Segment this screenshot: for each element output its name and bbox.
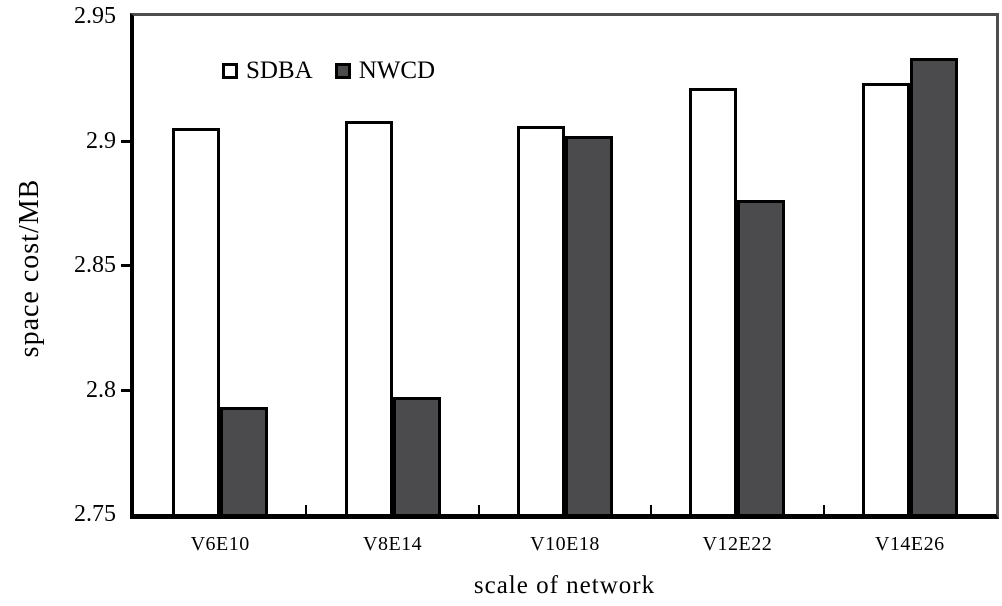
plot-area [130,13,999,519]
legend-label-nwcd: NWCD [358,57,436,84]
x-axis-tick [650,505,653,514]
y-axis-tick [121,139,130,143]
x-axis-category-label: V12E22 [702,533,773,555]
y-axis-tick-label: 2.9 [86,127,116,154]
x-axis-tick [477,505,480,514]
legend-item-nwcd: NWCD [334,57,436,85]
bar-sdba-v8e14 [344,120,393,514]
x-axis-title: scale of network [473,572,656,599]
x-axis-tick [822,505,825,514]
legend-swatch-sdba [222,63,238,79]
y-axis-tick-label: 2.75 [74,501,116,527]
bar-sdba-v10e18 [517,125,565,514]
bar-nwcd-v8e14 [392,396,441,514]
x-axis-category-label: V6E10 [190,533,250,555]
y-axis-tick-label: 2.8 [86,376,116,403]
legend-item-sdba: SDBA [222,57,313,85]
bar-nwcd-v10e18 [565,135,613,514]
bar-sdba-v12e22 [689,88,738,514]
y-axis-tick-label: 2.95 [74,3,116,29]
bar-sdba-v14e26 [861,83,910,514]
bar-nwcd-v12e22 [737,200,786,514]
x-axis-category-label: V8E14 [363,533,423,555]
x-axis-category-label: V10E18 [530,533,600,555]
y-axis-tick [121,264,130,267]
legend-swatch-nwcd [334,63,351,79]
y-axis-tick [121,388,130,392]
bar-nwcd-v14e26 [909,58,958,514]
plot-inner [134,16,996,514]
legend-label-sdba: SDBA [246,57,313,84]
x-axis-tick [305,505,308,514]
x-axis-category-label: V14E26 [874,533,945,555]
bar-nwcd-v6e10 [220,406,269,514]
bar-sdba-v6e10 [172,128,221,514]
legend: SDBA NWCD [222,57,435,85]
y-axis-tick-label: 2.85 [74,252,116,278]
